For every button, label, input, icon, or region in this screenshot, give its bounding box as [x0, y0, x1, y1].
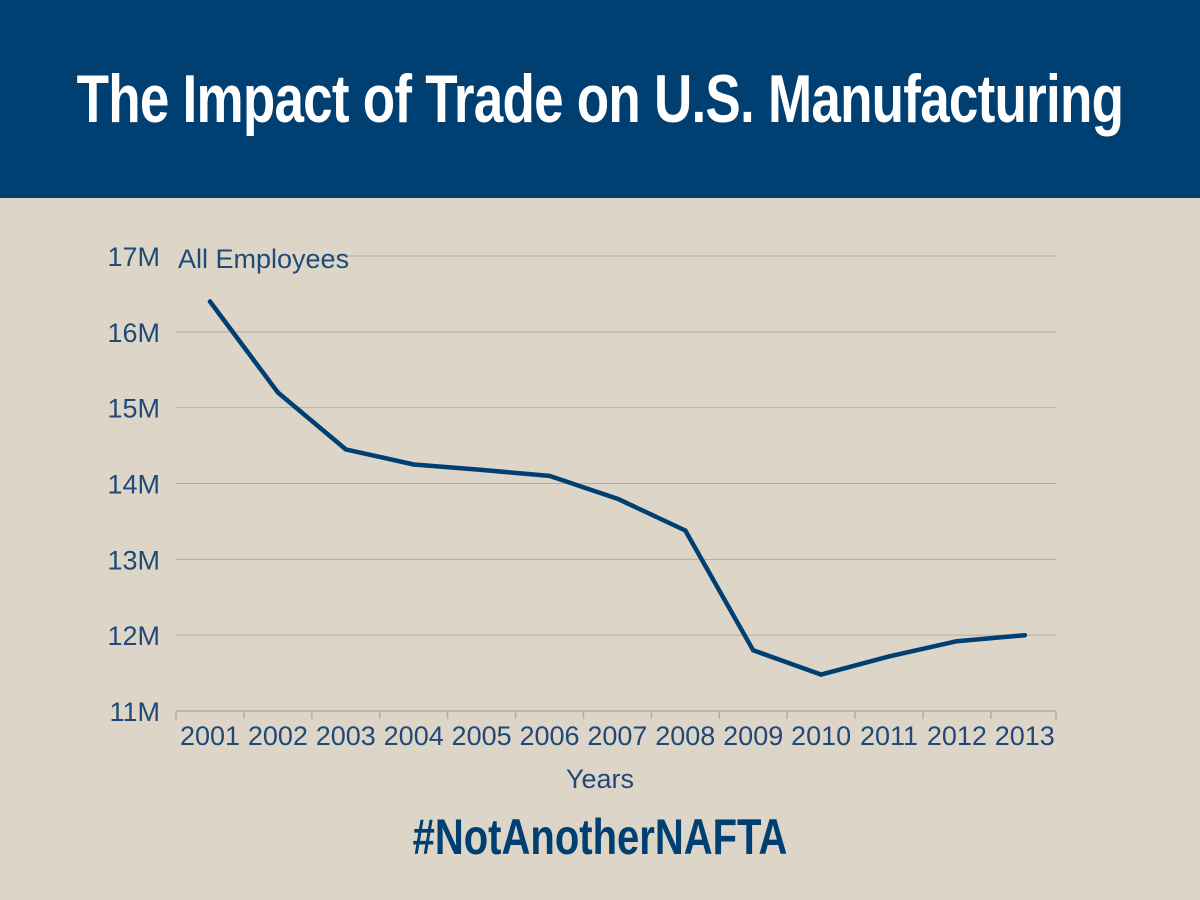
x-tick-label: 2001 — [180, 721, 240, 751]
x-tick-label: 2007 — [587, 721, 647, 751]
y-tick-label: 17M — [107, 242, 160, 272]
y-tick-label: 11M — [109, 697, 160, 727]
x-tick-label: 2005 — [452, 721, 512, 751]
data-point — [547, 473, 552, 479]
data-point — [683, 528, 688, 533]
y-tick-label: 16M — [107, 318, 160, 348]
series-label: All Employees — [178, 244, 349, 274]
data-point — [275, 390, 281, 395]
series-line-all-employees — [207, 299, 1028, 677]
hashtag-footer: #NotAnotherNAFTA — [412, 809, 788, 865]
x-tick-label: 2008 — [655, 721, 715, 751]
x-axis-title: Years — [566, 764, 634, 794]
y-axis-ticks: 11M 12M 13M 14M 15M 16M 17M — [107, 242, 160, 727]
x-tick-label: 2013 — [995, 721, 1055, 751]
y-tick-label: 13M — [107, 545, 160, 575]
title-banner: The Impact of Trade on U.S. Manufacturin… — [0, 0, 1200, 198]
gridlines — [176, 255, 1056, 636]
data-point — [818, 672, 824, 677]
page-title: The Impact of Trade on U.S. Manufacturin… — [76, 61, 1124, 137]
data-point — [343, 447, 348, 452]
data-point — [751, 648, 756, 653]
data-point — [1022, 632, 1027, 638]
x-tick-label: 2012 — [927, 721, 987, 751]
data-point — [411, 462, 416, 467]
data-point — [615, 496, 620, 501]
data-point — [954, 639, 960, 644]
x-axis-ticks: 2001 2002 2003 2004 2005 2006 2007 2008 2009 2010… — [180, 721, 1055, 751]
data-point — [479, 467, 484, 473]
x-tick-label: 2011 — [860, 721, 918, 751]
x-tick-label: 2002 — [248, 721, 308, 751]
y-tick-label: 15M — [107, 394, 160, 424]
y-tick-label: 14M — [107, 470, 160, 500]
x-tick-label: 2009 — [723, 721, 783, 751]
axes — [175, 710, 1057, 719]
x-tick-label: 2010 — [791, 721, 851, 751]
data-point — [886, 654, 892, 659]
y-tick-label: 12M — [107, 621, 160, 651]
series — [207, 299, 1028, 677]
x-tick-label: 2006 — [519, 721, 579, 751]
x-tick-label: 2004 — [384, 721, 444, 751]
data-point — [207, 299, 213, 304]
x-tick-label: 2003 — [316, 721, 376, 751]
